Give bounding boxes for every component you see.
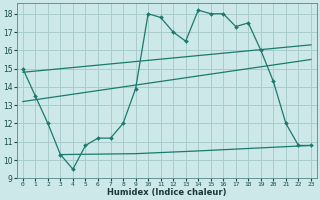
X-axis label: Humidex (Indice chaleur): Humidex (Indice chaleur): [107, 188, 227, 197]
